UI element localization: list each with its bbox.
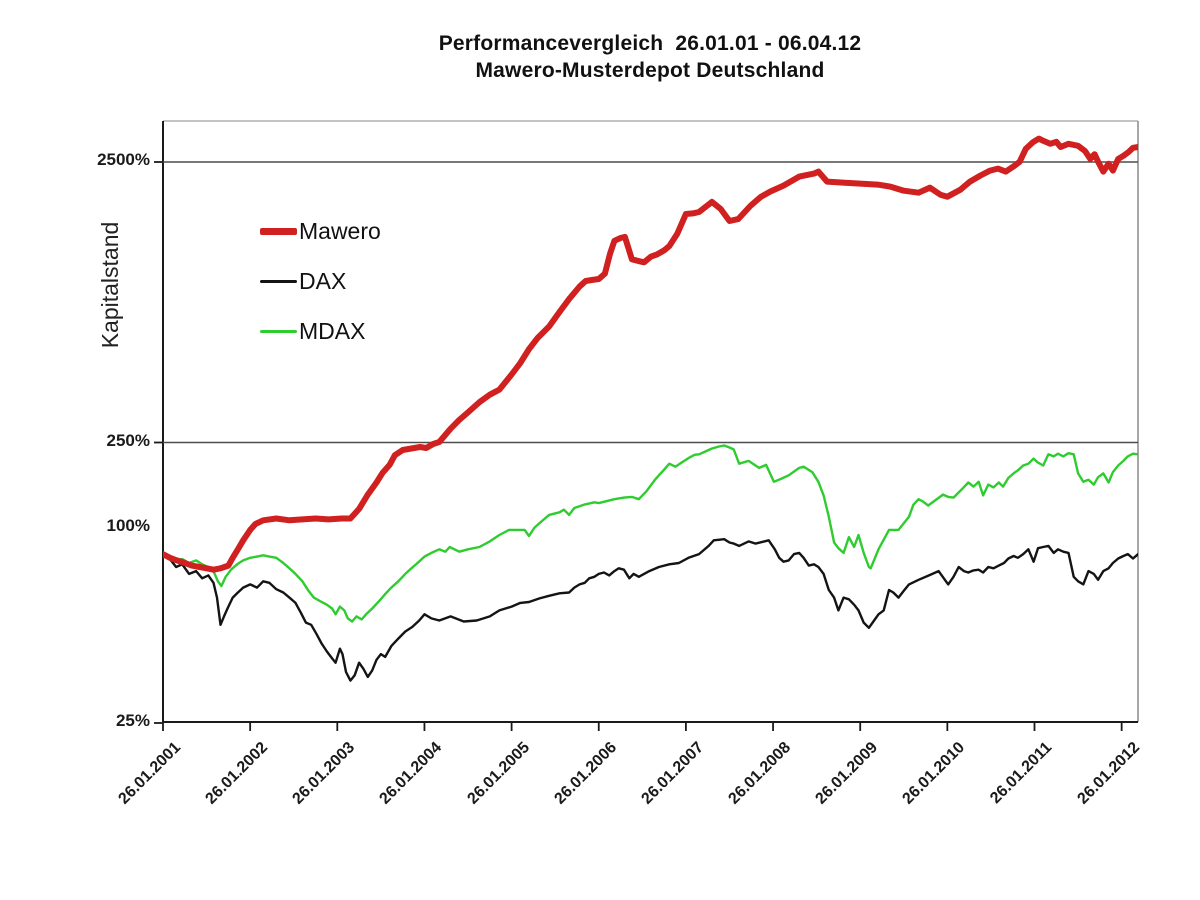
legend-swatch-mdax: [260, 329, 297, 333]
chart-title-block: Performancevergleich 26.01.01 - 06.04.12…: [150, 30, 1150, 84]
legend-label-mdax: MDAX: [299, 317, 366, 344]
chart-title: Performancevergleich 26.01.01 - 06.04.12: [438, 32, 862, 55]
legend-label-mawero: Mawero: [299, 217, 381, 244]
legend: Mawero DAX MDAX: [260, 218, 381, 368]
gridlines: [163, 161, 1138, 444]
dax-line: [163, 538, 1138, 682]
legend-swatch-mawero: [260, 227, 297, 235]
legend-label-dax: DAX: [299, 267, 347, 294]
axis-ticks: [154, 161, 1123, 731]
chart-subtitle: Mawero-Musterdepot Deutschland: [475, 59, 825, 82]
y-tick-label-2500%: 2500%: [97, 150, 150, 169]
series-lines: [163, 135, 1138, 682]
legend-swatch-dax: [260, 279, 297, 283]
legend-item-mawero: Mawero: [260, 218, 381, 244]
y-tick-label-25%: 25%: [115, 711, 150, 730]
y-tick-label-100%: 100%: [106, 516, 150, 536]
legend-item-mdax: MDAX: [260, 318, 381, 344]
y-tick-label-250%: 250%: [106, 430, 150, 450]
mawero-line: [163, 135, 1138, 573]
mdax-line: [163, 444, 1138, 623]
legend-item-dax: DAX: [260, 268, 381, 294]
